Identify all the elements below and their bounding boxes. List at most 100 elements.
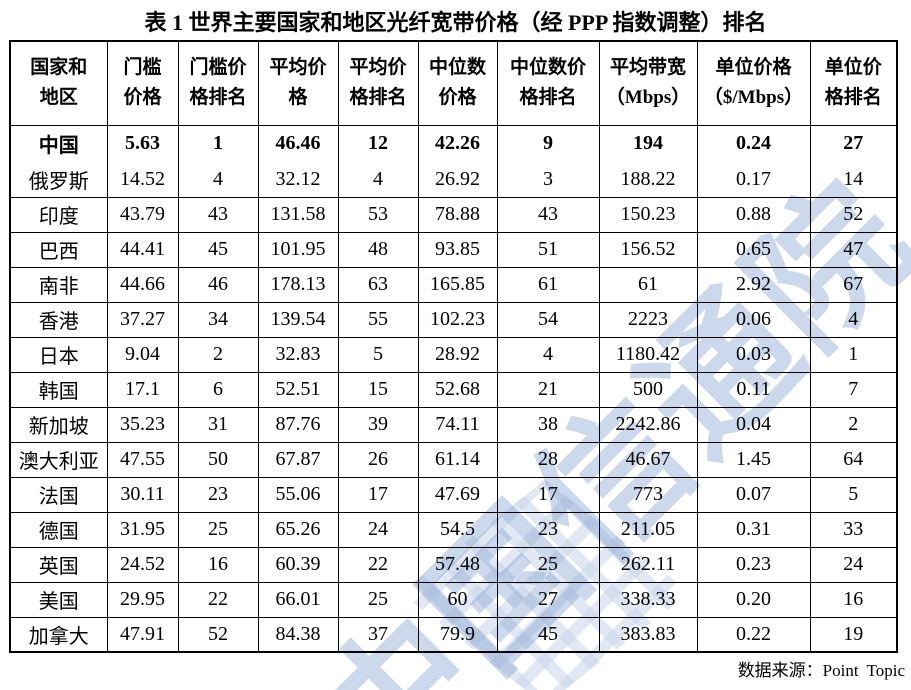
value-cell: 74.11	[417, 406, 498, 443]
value-cell: 0.06	[696, 301, 811, 338]
value-cell: 0.11	[696, 371, 811, 408]
column-header-median-price: 中位数 价格	[417, 40, 498, 126]
value-cell: 5	[809, 476, 898, 513]
value-cell: 0.88	[696, 196, 811, 233]
table-row-south-korea: 韩国 17.1 6 52.51 15 52.68 21 500 0.11 7	[9, 371, 898, 408]
value-cell: 27	[809, 124, 898, 162]
country-cell: 巴西	[9, 231, 108, 268]
table-row-russia: 俄罗斯 14.52 4 32.12 4 26.92 3 188.22 0.17 14	[9, 162, 898, 198]
table-row-india: 印度 43.79 43 131.58 53 78.88 43 150.23 0.88 52	[9, 196, 898, 233]
value-cell: 66.01	[257, 581, 339, 618]
value-cell: 43	[496, 196, 600, 233]
value-cell: 57.48	[417, 546, 498, 583]
value-cell: 25	[337, 581, 419, 618]
value-cell: 21	[496, 371, 600, 408]
value-cell: 46	[177, 266, 259, 303]
value-cell: 4	[337, 162, 419, 198]
value-cell: 28.92	[417, 336, 498, 373]
value-cell: 178.13	[257, 266, 339, 303]
value-cell: 22	[337, 546, 419, 583]
value-cell: 0.04	[696, 406, 811, 443]
value-cell: 46.46	[257, 124, 339, 162]
value-cell: 0.17	[696, 162, 811, 198]
value-cell: 19	[809, 616, 898, 653]
value-cell: 1	[809, 336, 898, 373]
country-cell: 中国	[9, 124, 108, 162]
value-cell: 45	[177, 231, 259, 268]
value-cell: 14	[809, 162, 898, 198]
value-cell: 30.11	[106, 476, 179, 513]
value-cell: 0.03	[696, 336, 811, 373]
value-cell: 0.65	[696, 231, 811, 268]
value-cell: 54.5	[417, 511, 498, 548]
value-cell: 31.95	[106, 511, 179, 548]
value-cell: 16	[809, 581, 898, 618]
value-cell: 52.51	[257, 371, 339, 408]
value-cell: 38	[496, 406, 600, 443]
value-cell: 12	[337, 124, 419, 162]
value-cell: 0.24	[696, 124, 811, 162]
value-cell: 50	[177, 441, 259, 478]
value-cell: 9	[496, 124, 600, 162]
value-cell: 79.9	[417, 616, 498, 653]
country-cell: 俄罗斯	[9, 162, 108, 198]
column-header-average-price-rank: 平均价 格排名	[337, 40, 419, 126]
value-cell: 55.06	[257, 476, 339, 513]
value-cell: 87.76	[257, 406, 339, 443]
value-cell: 48	[337, 231, 419, 268]
table-row-canada: 加拿大 47.91 52 84.38 37 79.9 45 383.83 0.22 19	[9, 616, 898, 653]
value-cell: 4	[177, 162, 259, 198]
value-cell: 52	[177, 616, 259, 653]
value-cell: 5	[337, 336, 419, 373]
value-cell: 7	[809, 371, 898, 408]
value-cell: 54	[496, 301, 600, 338]
country-cell: 法国	[9, 476, 108, 513]
value-cell: 31	[177, 406, 259, 443]
value-cell: 5.63	[106, 124, 179, 162]
table-row-south-africa: 南非 44.66 46 178.13 63 165.85 61 61 2.92 67	[9, 266, 898, 303]
value-cell: 16	[177, 546, 259, 583]
value-cell: 0.23	[696, 546, 811, 583]
value-cell: 52	[809, 196, 898, 233]
value-cell: 14.52	[106, 162, 179, 198]
value-cell: 194	[598, 124, 698, 162]
value-cell: 27	[496, 581, 600, 618]
value-cell: 34	[177, 301, 259, 338]
column-header-threshold-price-rank: 门槛价 格排名	[177, 40, 259, 126]
value-cell: 35.23	[106, 406, 179, 443]
column-header-unit-price-rank: 单位价 格排名	[809, 40, 898, 126]
value-cell: 47.69	[417, 476, 498, 513]
value-cell: 1	[177, 124, 259, 162]
value-cell: 0.07	[696, 476, 811, 513]
value-cell: 23	[177, 476, 259, 513]
value-cell: 65.26	[257, 511, 339, 548]
country-cell: 英国	[9, 546, 108, 583]
column-header-country: 国家和 地区	[9, 40, 108, 126]
value-cell: 3	[496, 162, 600, 198]
value-cell: 55	[337, 301, 419, 338]
value-cell: 23	[496, 511, 600, 548]
value-cell: 24	[809, 546, 898, 583]
value-cell: 17	[496, 476, 600, 513]
table-title: 表 1 世界主要国家和地区光纤宽带价格（经 PPP 指数调整）排名	[144, 10, 767, 35]
value-cell: 29.95	[106, 581, 179, 618]
table-header: 国家和 地区 门槛 价格 门槛价 格排名 平均价格平均价 格排名 中位数 价格 中位数价 格排名 平均带…	[9, 40, 898, 126]
value-cell: 47.55	[106, 441, 179, 478]
value-cell: 28	[496, 441, 600, 478]
table-body: 中国 5.63 1 46.46 12 42.26 9 194 0.24 27 俄罗斯 14.52 4 32…	[9, 124, 898, 653]
data-source-note: 数据来源：Point Topic	[737, 661, 905, 680]
value-cell: 53	[337, 196, 419, 233]
country-cell: 印度	[9, 196, 108, 233]
value-cell: 60	[417, 581, 498, 618]
value-cell: 156.52	[598, 231, 698, 268]
country-cell: 韩国	[9, 371, 108, 408]
value-cell: 2.92	[696, 266, 811, 303]
broadband-price-table: 国家和 地区 门槛 价格 门槛价 格排名 平均价格平均价 格排名 中位数 价格 中位数价 格排名 平均带…	[9, 40, 898, 653]
value-cell: 150.23	[598, 196, 698, 233]
value-cell: 139.54	[257, 301, 339, 338]
value-cell: 47	[809, 231, 898, 268]
value-cell: 4	[809, 301, 898, 338]
column-header-average-bandwidth: 平均带宽 （Mbps）	[598, 40, 698, 126]
value-cell: 52.68	[417, 371, 498, 408]
value-cell: 17.1	[106, 371, 179, 408]
